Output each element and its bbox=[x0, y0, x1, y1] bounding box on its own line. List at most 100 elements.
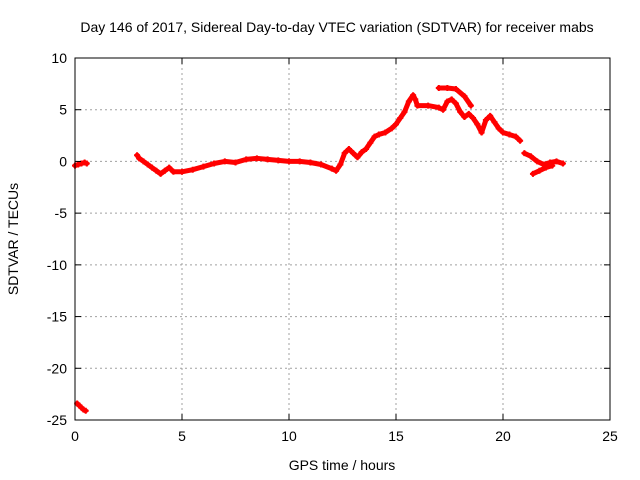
x-tick-label: 15 bbox=[388, 428, 404, 444]
data-point bbox=[253, 155, 260, 162]
data-point bbox=[495, 125, 502, 132]
series-line-segment-6 bbox=[530, 163, 555, 177]
data-point bbox=[517, 137, 524, 144]
data-point bbox=[243, 156, 250, 163]
data-point bbox=[487, 112, 494, 119]
chart-title: Day 146 of 2017, Sidereal Day-to-day VTE… bbox=[80, 19, 593, 35]
data-point bbox=[527, 153, 534, 160]
data-point bbox=[461, 113, 468, 120]
data-point bbox=[549, 162, 556, 169]
data-point bbox=[393, 121, 399, 128]
data-point bbox=[457, 108, 464, 115]
data-point bbox=[521, 150, 528, 157]
data-point bbox=[136, 155, 143, 162]
data-point bbox=[170, 168, 177, 175]
series-line-segment-3 bbox=[134, 92, 523, 177]
data-point bbox=[506, 131, 513, 138]
data-point bbox=[435, 84, 442, 91]
data-point bbox=[286, 158, 292, 165]
y-tick-label: 10 bbox=[51, 50, 67, 66]
x-tick-label: 10 bbox=[281, 428, 297, 444]
data-point bbox=[559, 160, 566, 167]
data-point bbox=[140, 158, 147, 165]
data-point bbox=[157, 170, 164, 177]
data-point bbox=[388, 125, 395, 132]
data-point bbox=[467, 102, 474, 109]
data-point bbox=[296, 158, 303, 165]
data-point bbox=[553, 158, 560, 165]
data-point bbox=[397, 114, 404, 121]
tick-labels: 0 5 10 15 20 25 -25 -20 -15 -10 -5 0 5 10 bbox=[47, 50, 618, 444]
x-tick-label: 0 bbox=[71, 428, 79, 444]
data-point bbox=[382, 129, 389, 136]
data-point bbox=[232, 159, 239, 166]
data-point bbox=[435, 104, 442, 111]
data-point bbox=[536, 167, 543, 174]
data-point bbox=[341, 150, 348, 157]
data-point bbox=[333, 167, 340, 174]
data-point bbox=[363, 146, 370, 153]
data-point bbox=[161, 167, 168, 174]
data-point bbox=[166, 164, 173, 171]
data-point bbox=[354, 154, 361, 161]
x-tick-label: 20 bbox=[495, 428, 511, 444]
data-point bbox=[211, 160, 218, 167]
data-point bbox=[337, 161, 344, 168]
data-point bbox=[345, 146, 352, 153]
data-point bbox=[221, 158, 228, 165]
x-tick-label: 25 bbox=[602, 428, 618, 444]
data-point bbox=[264, 156, 271, 163]
y-tick-label: -10 bbox=[47, 257, 67, 273]
data-point bbox=[75, 161, 82, 168]
data-point bbox=[414, 102, 421, 109]
data-point bbox=[82, 407, 89, 414]
data-point bbox=[474, 121, 481, 128]
data-point bbox=[318, 161, 325, 168]
data-point bbox=[328, 165, 335, 172]
data-point bbox=[83, 160, 90, 167]
data-point bbox=[149, 164, 156, 171]
y-tick-label: -20 bbox=[47, 360, 67, 376]
data-point bbox=[179, 168, 185, 175]
data-point bbox=[78, 160, 85, 167]
data-point bbox=[452, 100, 459, 107]
data-point bbox=[478, 129, 485, 136]
data-point bbox=[153, 167, 160, 174]
data-point bbox=[410, 92, 417, 99]
data-point bbox=[444, 84, 451, 91]
data-point bbox=[350, 150, 357, 157]
data-point bbox=[275, 157, 282, 164]
data-point bbox=[307, 159, 314, 166]
data-point bbox=[534, 158, 541, 165]
data-point bbox=[405, 98, 412, 105]
data-point bbox=[512, 133, 519, 140]
data-point bbox=[189, 166, 196, 173]
grid-lines bbox=[75, 58, 610, 420]
data-point bbox=[482, 117, 489, 124]
data-point bbox=[500, 129, 506, 136]
data-point bbox=[448, 96, 455, 103]
y-axis-label: SDTVAR / TECUs bbox=[5, 183, 21, 295]
y-tick-label: -15 bbox=[47, 309, 67, 325]
data-point bbox=[444, 98, 451, 105]
data-point bbox=[375, 131, 382, 138]
x-axis-label: GPS time / hours bbox=[289, 457, 396, 473]
data-point bbox=[452, 86, 459, 93]
y-tick-label: 0 bbox=[59, 153, 67, 169]
data-point bbox=[491, 119, 498, 126]
data-point bbox=[144, 161, 151, 168]
y-tick-label: 5 bbox=[59, 102, 67, 118]
data-point bbox=[529, 170, 536, 177]
data-point bbox=[134, 152, 141, 159]
data-point bbox=[425, 102, 432, 109]
data-point bbox=[401, 108, 408, 115]
data-point bbox=[542, 164, 549, 171]
data-point bbox=[470, 114, 477, 121]
y-tick-label: -5 bbox=[55, 205, 68, 221]
data-series bbox=[72, 84, 566, 414]
x-tick-label: 5 bbox=[178, 428, 186, 444]
y-tick-label: -25 bbox=[47, 412, 67, 428]
data-point bbox=[465, 110, 472, 117]
data-point bbox=[461, 93, 468, 100]
